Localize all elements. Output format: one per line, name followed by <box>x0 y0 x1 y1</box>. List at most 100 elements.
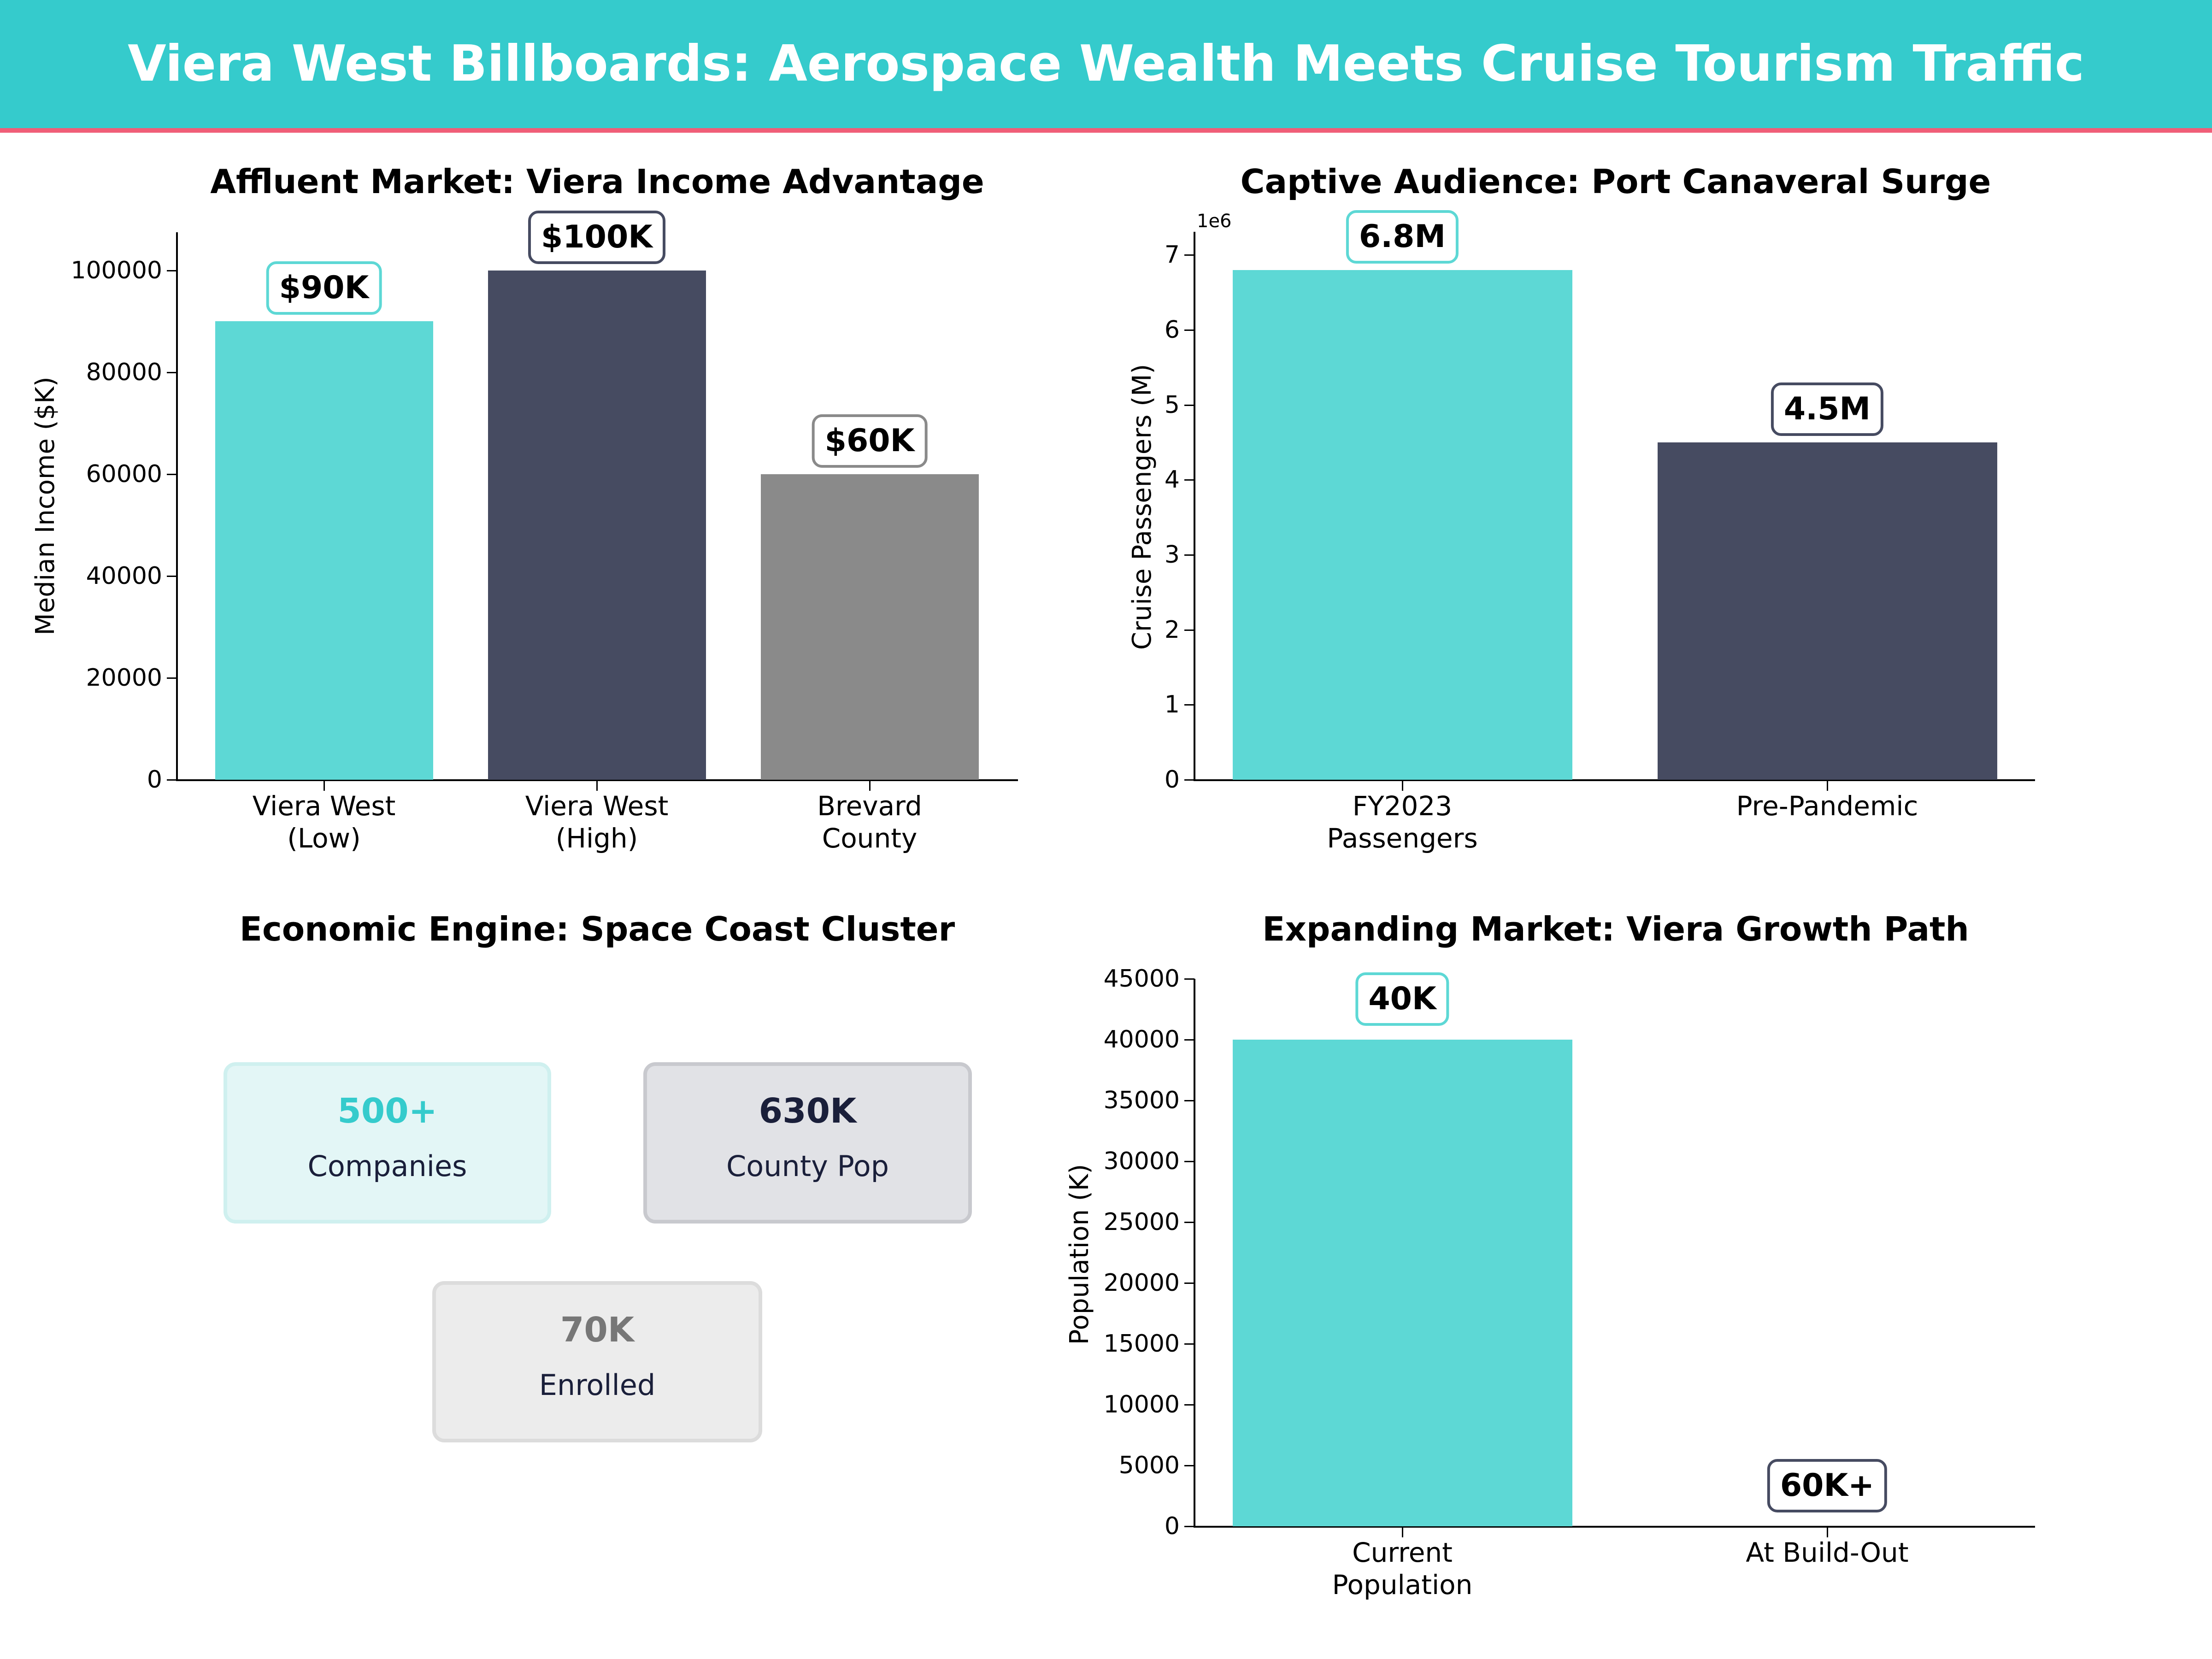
chart-title: Expanding Market: Viera Growth Path <box>1262 910 1969 948</box>
x-axis-line <box>1194 1526 2035 1528</box>
y-tick-label: 15000 <box>1103 1330 1180 1358</box>
y-axis-title: Median Income ($K) <box>30 377 60 635</box>
y-tick <box>1184 254 1194 256</box>
y-tick <box>1184 1465 1194 1466</box>
y-tick-label: 80000 <box>86 358 162 386</box>
y-tick <box>1184 554 1194 556</box>
y-axis-title: Cruise Passengers (M) <box>1127 364 1157 650</box>
header-accent-stripe <box>0 128 2212 133</box>
chart-title: Affluent Market: Viera Income Advantage <box>210 162 984 201</box>
x-tick <box>1402 781 1403 791</box>
y-tick-label: 0 <box>147 766 162 794</box>
x-tick <box>869 781 871 791</box>
y-tick-label: 60000 <box>86 460 162 488</box>
chart-title: Captive Audience: Port Canaveral Surge <box>1240 162 1991 201</box>
y-tick <box>1184 1282 1194 1284</box>
y-tick <box>1184 1100 1194 1101</box>
x-tick-label: Pre-Pandemic <box>1736 790 1918 822</box>
metric-label: Companies <box>307 1149 467 1183</box>
y-tick-label: 45000 <box>1103 965 1180 993</box>
y-tick-label: 5000 <box>1118 1452 1180 1479</box>
y-tick-label: 1 <box>1164 691 1180 719</box>
value-label: 6.8M <box>1346 210 1459 264</box>
x-tick-label: Current Population <box>1332 1537 1473 1600</box>
bar <box>1657 442 1997 780</box>
axis-offset-label: 1e6 <box>1197 211 1232 232</box>
page-title: Viera West Billboards: Aerospace Wealth … <box>128 35 2084 93</box>
bar <box>488 270 706 780</box>
y-tick-label: 25000 <box>1103 1208 1180 1236</box>
metric-card-county-pop: 630K County Pop <box>643 1062 972 1224</box>
x-tick <box>596 781 598 791</box>
value-label: 60K+ <box>1767 1459 1888 1512</box>
y-tick <box>1184 978 1194 980</box>
y-tick-label: 0 <box>1164 766 1180 794</box>
bar <box>1232 270 1572 780</box>
bar <box>760 474 979 780</box>
y-tick-label: 20000 <box>86 664 162 692</box>
y-tick-label: 40000 <box>1103 1026 1180 1053</box>
y-tick-label: 5 <box>1164 391 1180 419</box>
y-tick <box>1184 1161 1194 1162</box>
y-tick-label: 30000 <box>1103 1147 1180 1175</box>
y-axis-line <box>1194 979 1195 1527</box>
x-tick <box>324 781 325 791</box>
x-tick-label: Brevard County <box>817 790 922 854</box>
value-label: $60K <box>812 414 928 468</box>
y-tick <box>1184 1039 1194 1041</box>
y-axis-line <box>176 232 178 781</box>
metric-label: Enrolled <box>539 1368 656 1402</box>
x-axis-line <box>1194 779 2035 781</box>
y-tick <box>1184 1404 1194 1406</box>
metric-value: 500+ <box>337 1091 437 1131</box>
y-tick-label: 2 <box>1164 616 1180 644</box>
header-banner <box>0 0 2212 128</box>
y-tick-label: 4 <box>1164 466 1180 494</box>
value-label: 4.5M <box>1771 382 1884 436</box>
y-tick-label: 20000 <box>1103 1269 1180 1297</box>
y-tick <box>167 473 177 475</box>
value-label: $100K <box>528 210 665 264</box>
bar <box>215 321 433 780</box>
chart-title: Economic Engine: Space Coast Cluster <box>239 910 955 948</box>
y-tick-label: 35000 <box>1103 1087 1180 1114</box>
y-tick <box>167 677 177 679</box>
y-tick-label: 0 <box>1164 1512 1180 1540</box>
x-tick <box>1402 1527 1403 1537</box>
y-tick <box>1184 1222 1194 1223</box>
metric-card-enrolled: 70K Enrolled <box>432 1281 762 1442</box>
y-tick <box>167 371 177 373</box>
y-tick <box>1184 779 1194 781</box>
y-axis-line <box>1194 232 1195 781</box>
y-tick-label: 6 <box>1164 316 1180 344</box>
y-tick <box>1184 1343 1194 1345</box>
y-tick <box>1184 704 1194 706</box>
x-tick <box>1827 781 1828 791</box>
x-tick <box>1827 1527 1828 1537</box>
y-tick-label: 7 <box>1164 241 1180 269</box>
x-tick-label: At Build-Out <box>1746 1537 1909 1568</box>
y-tick <box>1184 1526 1194 1527</box>
x-tick-label: Viera West (Low) <box>252 790 396 854</box>
y-tick <box>1184 404 1194 406</box>
y-tick <box>167 779 177 781</box>
y-tick <box>167 575 177 577</box>
y-tick <box>167 270 177 271</box>
y-tick <box>1184 629 1194 631</box>
metric-value: 630K <box>759 1091 857 1131</box>
metric-value: 70K <box>560 1310 635 1350</box>
metric-card-companies: 500+ Companies <box>224 1062 551 1224</box>
value-label: $90K <box>266 261 382 315</box>
y-tick <box>1184 329 1194 331</box>
y-tick-label: 40000 <box>86 562 162 590</box>
y-tick <box>1184 479 1194 481</box>
y-axis-title: Population (K) <box>1065 1164 1094 1345</box>
x-tick-label: FY2023 Passengers <box>1327 790 1478 854</box>
value-label: 40K <box>1355 972 1449 1026</box>
x-tick-label: Viera West (High) <box>525 790 669 854</box>
y-tick-label: 10000 <box>1103 1391 1180 1418</box>
y-tick-label: 3 <box>1164 541 1180 569</box>
metric-label: County Pop <box>726 1149 889 1183</box>
y-tick-label: 100000 <box>71 256 162 284</box>
bar <box>1232 1040 1572 1526</box>
